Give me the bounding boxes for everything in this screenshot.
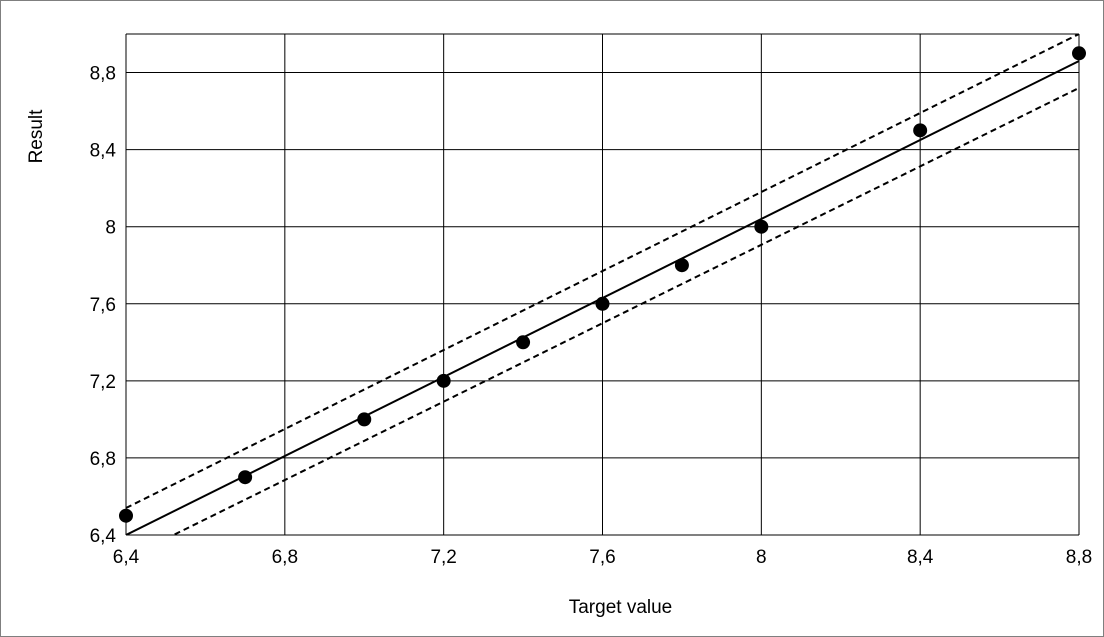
x-tick-label-3: 7,6 bbox=[589, 547, 615, 568]
data-point-5 bbox=[595, 296, 610, 311]
y-tick-label-0: 6,4 bbox=[90, 526, 117, 547]
x-tick-label-1: 6,8 bbox=[272, 547, 298, 568]
data-point-7 bbox=[754, 219, 769, 234]
y-tick-label-1: 6,8 bbox=[90, 449, 116, 470]
data-point-1 bbox=[238, 470, 253, 485]
y-tick-label-6: 8,8 bbox=[90, 64, 116, 85]
y-tick-label-2: 7,2 bbox=[90, 372, 116, 393]
data-point-3 bbox=[436, 373, 451, 388]
data-point-4 bbox=[516, 335, 531, 350]
x-tick-label-2: 7,2 bbox=[430, 547, 456, 568]
y-tick-label-5: 8,4 bbox=[90, 141, 117, 162]
x-tick-label-5: 8,4 bbox=[907, 547, 934, 568]
y-axis-title: Result bbox=[26, 109, 47, 164]
confidence-line-2 bbox=[171, 87, 1079, 535]
x-tick-label-0: 6,4 bbox=[113, 547, 140, 568]
tick-labels: 6,4 6,8 7,2 7,6 8 8,4 8,8 6,4 6,8 7,2 7,6 8 8,4 8,8 bbox=[90, 64, 1093, 568]
data-point-8 bbox=[913, 123, 928, 138]
x-tick-label-6: 8,8 bbox=[1066, 547, 1092, 568]
grid-lines bbox=[125, 33, 1080, 536]
data-point-6 bbox=[674, 258, 689, 273]
data-point-9 bbox=[1072, 46, 1086, 61]
x-tick-label-4: 8 bbox=[756, 547, 767, 568]
data-point-2 bbox=[357, 412, 372, 427]
confidence-line-1 bbox=[126, 34, 1079, 509]
y-tick-label-3: 7,6 bbox=[90, 295, 116, 316]
x-axis-title: Target value bbox=[569, 597, 673, 618]
y-tick-label-4: 8 bbox=[105, 218, 116, 239]
data-point-0 bbox=[119, 508, 133, 523]
data-points bbox=[119, 46, 1086, 523]
